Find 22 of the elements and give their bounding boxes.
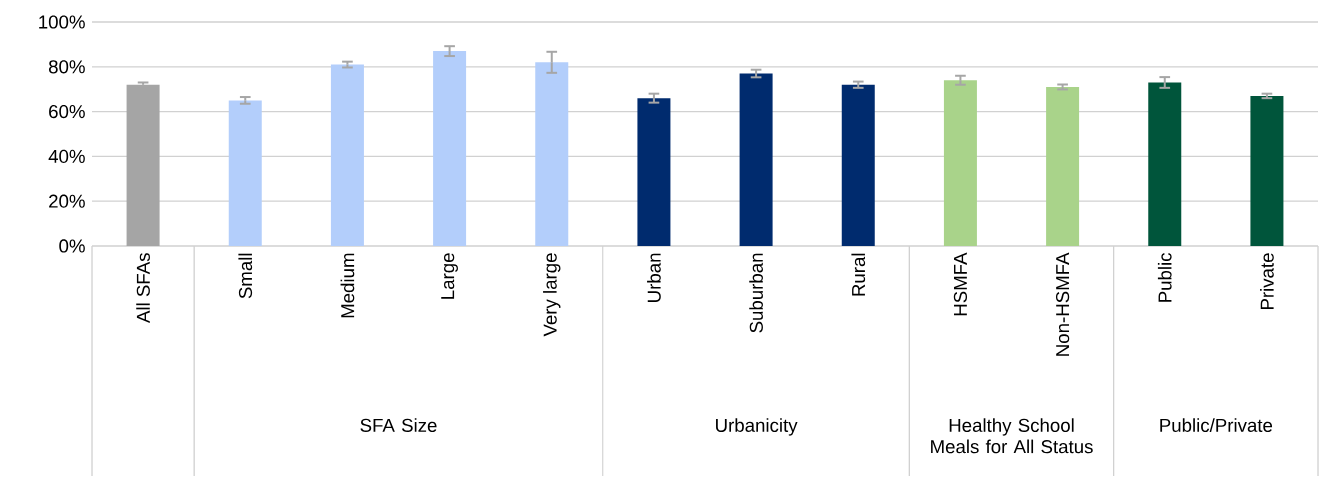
x-tick-label: All SFAs <box>136 253 150 324</box>
text: Healthy School Meals for All Status <box>931 418 1093 454</box>
x-tick-label: Non-HSMFA <box>1055 252 1070 356</box>
text: SFA Size <box>360 418 437 433</box>
text: Urbanicity <box>716 418 798 436</box>
x-tick-label: Very large <box>543 253 561 337</box>
x-tick-label: HSMFA <box>953 252 968 316</box>
text: Public/Private <box>1160 418 1273 433</box>
x-tick-label: Suburban <box>749 253 763 333</box>
y-tick-label: 60% <box>49 105 85 119</box>
y-tick-label: 40% <box>48 149 85 164</box>
x-tick-label: Small <box>238 253 253 299</box>
y-tick-label: 100% <box>39 15 85 29</box>
y-tick-label: 0% <box>59 239 85 253</box>
y-tick-label: 20% <box>49 194 85 208</box>
x-tick-label: Private <box>1260 253 1274 310</box>
x-tick-label: Rural <box>851 253 866 296</box>
x-tick-label: Urban <box>647 253 661 303</box>
x-tick-label: Large <box>441 253 458 299</box>
x-tick-label: Public <box>1157 253 1172 302</box>
y-tick-label: 80% <box>48 60 85 74</box>
x-tick-label: Medium <box>340 253 355 318</box>
